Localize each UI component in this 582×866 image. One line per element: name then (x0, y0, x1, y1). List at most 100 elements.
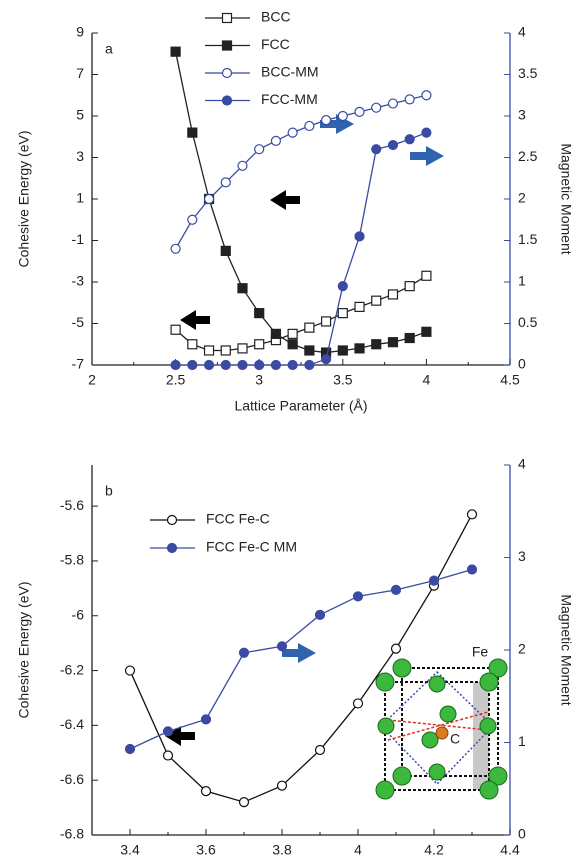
y-tick-label: -7 (72, 356, 85, 372)
marker (304, 322, 315, 333)
marker (276, 780, 288, 791)
y-axis-label: Cohesive Energy (eV) (16, 131, 32, 268)
marker (387, 289, 399, 300)
marker (466, 564, 478, 575)
arrows-b (165, 643, 316, 746)
marker (337, 345, 348, 356)
marker (203, 345, 215, 356)
marker (354, 106, 365, 117)
legend-marker (221, 12, 233, 24)
marker (428, 575, 440, 586)
y2-tick-label: 0 (518, 356, 526, 372)
marker (304, 359, 315, 371)
y-tick-label: -6.6 (60, 771, 84, 787)
x-tick-label: 2 (88, 372, 96, 388)
marker (220, 177, 231, 188)
y2-tick-label: 2 (518, 641, 526, 657)
marker (162, 750, 174, 761)
marker (404, 134, 415, 145)
x-axis-label: Lattice Parameter (Å) (234, 398, 367, 414)
panel-label: a (105, 41, 113, 57)
arrows-a (180, 114, 444, 330)
x-tick-label: 3.5 (333, 372, 353, 388)
y2-tick-label: 3 (518, 548, 526, 564)
marker (387, 337, 399, 348)
y2-tick-label: 3 (518, 107, 526, 123)
crystal-inset (375, 658, 508, 800)
marker (320, 316, 332, 327)
marker (270, 359, 282, 371)
y-axis-label: Cohesive Energy (eV) (16, 582, 32, 719)
x-tick-label: 4.2 (424, 842, 444, 858)
marker (170, 324, 181, 335)
marker (354, 231, 365, 242)
marker (162, 726, 174, 737)
marker (237, 359, 248, 371)
marker (287, 339, 298, 350)
marker (187, 127, 198, 138)
y2-axis-label: Magnetic Moment (558, 143, 574, 254)
panel-label: b (105, 483, 113, 499)
marker (203, 359, 215, 371)
marker (124, 743, 136, 755)
marker (170, 243, 181, 254)
x-tick-label: 3.4 (120, 842, 140, 858)
legend-marker (221, 40, 233, 51)
marker (387, 98, 399, 109)
marker (254, 144, 265, 155)
annotation: C (450, 731, 460, 747)
marker (421, 90, 432, 101)
marker (390, 584, 402, 595)
marker (220, 245, 231, 256)
marker (337, 281, 348, 292)
y2-tick-label: 0 (518, 826, 526, 842)
marker (352, 698, 364, 709)
marker (254, 339, 265, 350)
y-tick-label: 9 (76, 24, 84, 40)
marker (276, 641, 288, 652)
series-line (129, 514, 473, 803)
marker (371, 102, 382, 113)
marker (270, 328, 282, 339)
marker (238, 647, 250, 658)
series-line (129, 568, 473, 750)
y-tick-label: 5 (76, 107, 84, 123)
y2-tick-label: 1 (518, 273, 526, 289)
marker (421, 270, 432, 281)
legend-marker (166, 514, 178, 526)
y-tick-label: -5.8 (60, 552, 84, 568)
marker (320, 354, 332, 365)
marker (390, 643, 402, 654)
marker (187, 339, 198, 350)
marker (287, 127, 298, 138)
x-tick-label: 4 (354, 842, 362, 858)
legend-label: BCC (261, 9, 291, 25)
marker (287, 328, 298, 339)
marker (270, 135, 282, 146)
x-tick-label: 2.5 (166, 372, 186, 388)
y2-tick-label: 4 (518, 456, 526, 472)
y-tick-label: -6.2 (60, 661, 84, 677)
legend-marker (221, 67, 233, 79)
series-line (175, 275, 427, 352)
y-tick-label: -6.8 (60, 826, 84, 842)
legend-label: BCC-MM (261, 64, 319, 80)
marker (314, 744, 326, 756)
y2-tick-label: 3.5 (518, 65, 538, 81)
legend-label: FCC-MM (261, 91, 318, 107)
marker (187, 214, 198, 225)
marker (314, 609, 326, 620)
marker (466, 509, 478, 520)
marker (200, 786, 212, 797)
y2-tick-label: 2.5 (518, 148, 538, 164)
marker (354, 301, 365, 312)
marker (203, 193, 215, 205)
y-tick-label: -6.4 (60, 716, 84, 732)
x-tick-label: 3.6 (196, 842, 216, 858)
y2-tick-label: 2 (518, 190, 526, 206)
marker (404, 332, 415, 344)
legend-label: FCC (261, 36, 290, 52)
legend-label: FCC Fe-C (206, 511, 270, 527)
marker (371, 339, 382, 350)
